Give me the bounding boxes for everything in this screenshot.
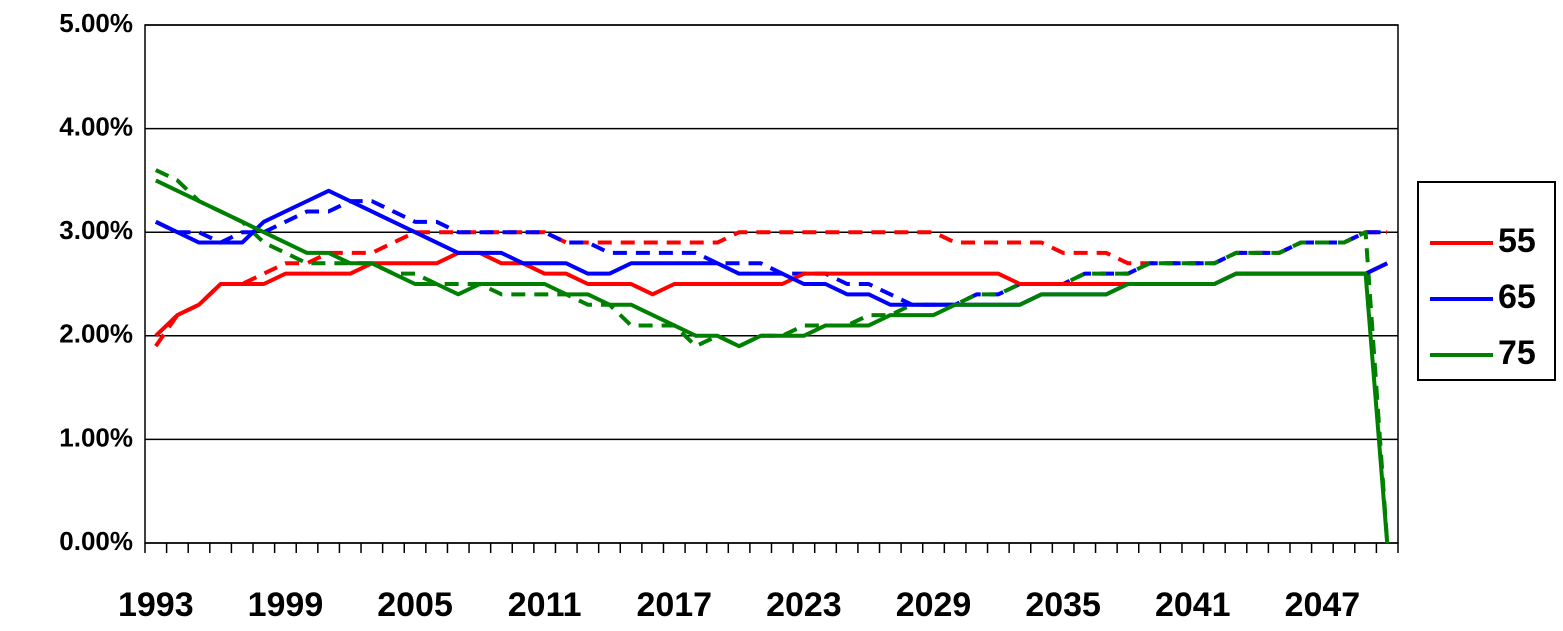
x-tick-label: 2029 bbox=[896, 586, 972, 624]
y-tick-label: 4.00% bbox=[59, 111, 133, 141]
x-tick-label: 2017 bbox=[636, 586, 712, 624]
legend-label: 75 bbox=[1498, 334, 1536, 372]
y-tick-label: 5.00% bbox=[59, 8, 133, 38]
x-tick-label: 2035 bbox=[1025, 586, 1101, 624]
dashed-line bbox=[154, 199, 1388, 307]
y-tick-label: 0.00% bbox=[59, 526, 133, 556]
x-tick-label: 2011 bbox=[508, 586, 582, 624]
x-tick-label: 2005 bbox=[377, 586, 453, 624]
x-tick-label: 1993 bbox=[118, 586, 194, 624]
legend-box bbox=[1417, 181, 1556, 381]
x-tick-label: 2023 bbox=[766, 586, 842, 624]
dashed-line bbox=[154, 230, 1388, 348]
x-tick-label: 2041 bbox=[1155, 586, 1231, 624]
dashed-line bbox=[154, 168, 1390, 544]
y-tick-label: 3.00% bbox=[59, 215, 133, 245]
x-tick-label: 1999 bbox=[248, 586, 324, 624]
legend-label: 65 bbox=[1498, 278, 1536, 316]
y-tick-label: 1.00% bbox=[59, 422, 133, 452]
x-tick-label: 2047 bbox=[1285, 586, 1361, 624]
line bbox=[154, 250, 1389, 338]
y-tick-label: 2.00% bbox=[59, 319, 133, 349]
line bbox=[154, 178, 1390, 544]
legend-label: 55 bbox=[1498, 222, 1536, 260]
